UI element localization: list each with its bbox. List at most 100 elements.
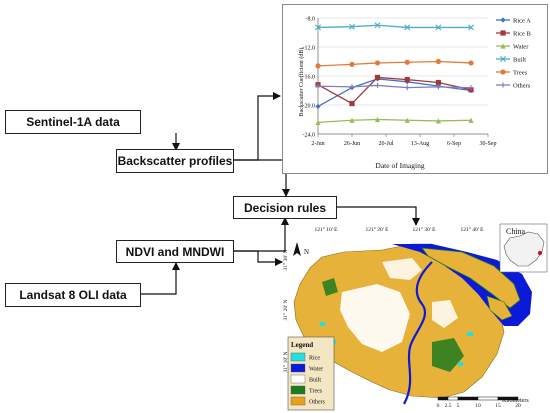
scale-bar-label: 10 — [475, 403, 481, 409]
map-latitude-label: 31° 10' N — [282, 352, 289, 373]
chart-data-point — [435, 24, 442, 31]
decision-label: Decision rules — [243, 200, 327, 215]
chart-frame — [282, 4, 548, 174]
map-latitude-labels: 31° 30' N 31° 20' N 31° 10' N — [282, 250, 289, 373]
chart-x-tick-label: 26-Jun — [344, 141, 360, 147]
map-legend-item: Water — [290, 363, 323, 373]
chart-data-point — [500, 82, 506, 88]
chart-data-point — [349, 117, 355, 123]
map-island — [421, 247, 521, 309]
chart-data-point — [435, 84, 442, 90]
map-legend-item: Others — [290, 396, 326, 406]
scale-bar-label: 5 — [457, 403, 460, 409]
chart-series-line — [317, 84, 472, 89]
chart-legend-item: Rice B — [496, 30, 532, 38]
chart-series-others — [315, 82, 474, 91]
chart-data-point — [468, 85, 474, 91]
sentinel-label: Sentinel-1A data — [26, 115, 120, 129]
arrow-backscatter-to-chart — [234, 92, 281, 161]
chart-data-point — [349, 23, 355, 30]
chart-data-point — [500, 30, 506, 36]
chart-x-tick-label: 2-Jun — [311, 141, 324, 147]
chart-data-point — [404, 59, 410, 65]
backscatter-chart: -8.0 -12.0 -16.0 -20.0 -24.0 2-Jun 26-Jun 20-J… — [282, 4, 548, 174]
scale-bar-label: 2.5 — [445, 403, 452, 409]
map-built-area — [432, 300, 458, 328]
chart-y-tick-label: -16.0 — [303, 75, 316, 81]
arrow-landsat-to-ndvi — [140, 262, 180, 295]
map-built-area — [340, 284, 410, 352]
map-island — [486, 295, 513, 321]
map-legend-swatch — [290, 363, 306, 373]
map-longitude-label: 121° 20' E — [365, 226, 389, 233]
backscatter-label: Backscatter profiles — [117, 154, 233, 168]
map-legend-swatch — [290, 374, 306, 384]
chart-legend-item: Trees — [496, 69, 528, 77]
decision-box: Decision rules — [233, 196, 337, 219]
chart-series-line — [317, 118, 472, 124]
map-legend-item: Rice — [290, 352, 320, 362]
chart-x-tick-label: 13-Aug — [411, 141, 429, 147]
chart-data-point — [404, 24, 411, 31]
inset-label: China — [506, 227, 526, 236]
map-longitude-label: 121° 40' E — [460, 226, 484, 233]
chart-data-point — [315, 103, 321, 110]
chart-x-tick-label: 6-Sep — [447, 141, 461, 147]
chart-legend-item: Rice A — [496, 17, 531, 25]
chart-data-point — [404, 85, 410, 91]
chart-data-point — [435, 118, 442, 124]
chart-grid — [317, 17, 488, 135]
chart-x-tick-label: 30-Sep — [480, 141, 497, 147]
chart-data-point — [315, 63, 321, 69]
chart-legend-label: Rice B — [513, 31, 532, 38]
map-legend-swatch — [290, 396, 306, 406]
map-longitude-label: 121° 30' E — [412, 226, 436, 233]
chart-y-tick-label: -20.0 — [303, 104, 316, 110]
map-tree-area — [432, 338, 464, 372]
map-latitude-label: 31° 20' N — [282, 300, 289, 321]
scale-bar-label: 0 — [437, 403, 440, 409]
chart-data-point — [374, 82, 381, 89]
chart-data-point — [374, 22, 381, 29]
chart-legend-label: Trees — [513, 70, 528, 77]
chart-data-point — [468, 24, 474, 31]
chart-data-point — [374, 74, 381, 81]
chart-data-point — [435, 58, 442, 65]
chart-legend-label: Others — [513, 83, 531, 90]
chart-y-tick-label: -12.0 — [303, 46, 316, 52]
ndvi-box: NDVI and MNDWI — [116, 240, 234, 263]
arrow-decision-to-map — [337, 206, 420, 226]
chart-legend-item: Built — [496, 56, 526, 64]
map-legend: Legend Rice Water Built Trees Others — [287, 336, 335, 411]
chart-data-point — [500, 56, 506, 62]
map-longitude-label: 121° 10' E — [314, 226, 338, 233]
landsat-box: Landsat 8 OLI data — [5, 283, 141, 307]
chart-data-point — [468, 117, 474, 123]
chart-y-ticks: -8.0 -12.0 -16.0 -20.0 -24.0 — [303, 17, 316, 139]
chart-legend-item: Others — [496, 82, 531, 90]
chart-legend: Rice A Rice B Water Built Trees Others — [496, 17, 532, 90]
chart-series-trees — [315, 58, 474, 69]
map-legend-item: Built — [290, 374, 321, 384]
chart-series-line — [317, 60, 472, 67]
map-legend-label: Others — [309, 400, 326, 406]
scale-unit: Kilometers — [502, 398, 529, 404]
chart-data-point — [500, 43, 506, 49]
chart-series-group — [315, 22, 474, 125]
scale-bar-segment — [437, 396, 449, 401]
north-arrow-icon — [293, 242, 301, 256]
chart-data-point — [500, 17, 506, 23]
map-legend-item: Trees — [290, 385, 323, 395]
map-legend-label: Rice — [309, 356, 320, 362]
arrow-ndvi-to-map — [234, 250, 283, 266]
china-inset: China — [499, 223, 548, 273]
chart-series-line — [317, 76, 472, 105]
map-legend-swatch — [290, 385, 306, 395]
chart-legend-label: Water — [513, 44, 529, 51]
shanghai-location-marker — [538, 251, 542, 255]
map-legend-label: Water — [309, 367, 323, 373]
chart-y-tick-label: -24.0 — [303, 133, 316, 139]
chart-data-point — [468, 60, 474, 66]
map-legend-label: Built — [309, 378, 321, 384]
scale-bar-segment — [497, 396, 519, 401]
